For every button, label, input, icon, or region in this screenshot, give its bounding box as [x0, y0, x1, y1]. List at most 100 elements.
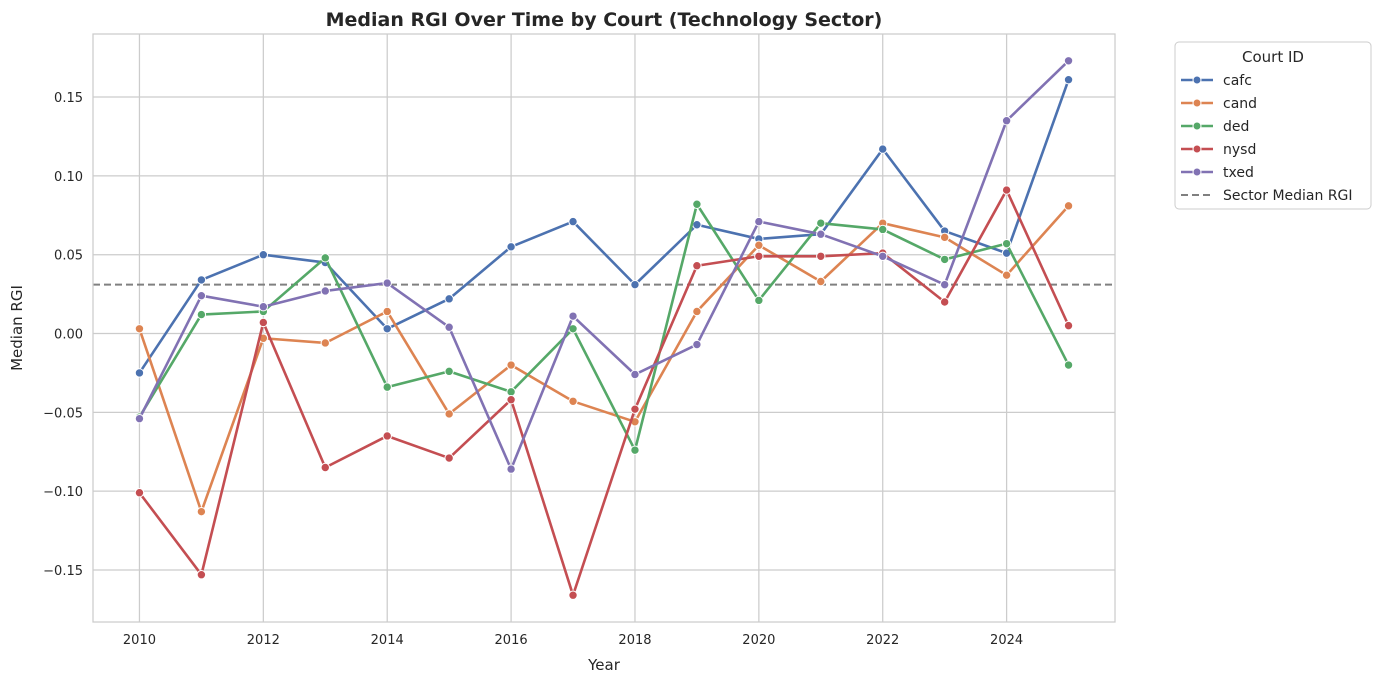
legend-label: ded — [1223, 119, 1249, 135]
x-tick-label: 2010 — [123, 633, 156, 648]
data-point-cand — [320, 338, 330, 348]
data-point-txed — [134, 413, 145, 424]
data-point-cafc — [134, 368, 145, 378]
x-tick-label: 2024 — [990, 633, 1023, 648]
y-tick-labels: −0.15 −0.10 −0.05 0.00 0.05 0.10 0.15 — [43, 91, 83, 579]
legend: Court ID cafc cand ded nysd txed Sector Media… — [1174, 41, 1372, 210]
data-point-nysd — [692, 261, 702, 271]
data-point-txed — [196, 290, 207, 301]
data-point-cafc — [444, 294, 454, 304]
legend-marker — [1192, 75, 1202, 85]
data-point-cand — [196, 506, 207, 517]
data-point-nysd — [506, 395, 516, 405]
legend-title: Court ID — [1242, 48, 1304, 66]
data-point-txed — [1001, 116, 1012, 126]
legend-label: cand — [1223, 96, 1257, 112]
data-point-ded — [692, 199, 702, 209]
data-point-cand — [444, 409, 454, 419]
series-line-cafc — [138, 79, 1070, 374]
y-tick-label: −0.05 — [43, 406, 83, 421]
series-cand — [134, 201, 1074, 517]
data-point-ded — [1001, 238, 1012, 249]
data-point-cafc — [382, 324, 392, 334]
data-point-ded — [196, 309, 207, 320]
data-point-cand — [1001, 270, 1012, 280]
data-point-cand — [1063, 201, 1074, 211]
data-point-nysd — [320, 462, 330, 473]
data-point-txed — [1063, 56, 1074, 66]
data-point-ded — [444, 366, 454, 377]
y-tick-label: 0.05 — [54, 249, 83, 264]
x-tick-label: 2014 — [371, 633, 404, 648]
data-point-txed — [444, 322, 454, 332]
data-point-cand — [816, 276, 826, 287]
x-tick-labels: 2010 2012 2014 2016 2018 2020 2022 2024 — [123, 633, 1023, 648]
data-point-cand — [568, 396, 578, 407]
legend-item-txed: txed — [1181, 165, 1254, 181]
data-point-nysd — [196, 570, 207, 580]
y-tick-label: 0.10 — [54, 170, 83, 185]
series-line-ded — [138, 202, 1070, 452]
data-point-nysd — [630, 404, 640, 414]
series-nysd — [134, 185, 1074, 600]
data-point-nysd — [568, 590, 578, 600]
series-line-txed — [138, 59, 1070, 471]
series-txed — [134, 56, 1074, 474]
data-point-nysd — [444, 453, 454, 463]
legend-label: cafc — [1223, 73, 1252, 89]
data-point-ded — [382, 382, 392, 392]
legend-label: txed — [1223, 165, 1254, 181]
legend-label: nysd — [1223, 142, 1256, 158]
x-tick-label: 2022 — [866, 633, 899, 648]
legend-marker — [1192, 144, 1202, 154]
data-point-txed — [320, 286, 330, 296]
data-point-nysd — [382, 431, 392, 441]
legend-label: Sector Median RGI — [1223, 188, 1353, 204]
data-point-cafc — [506, 242, 516, 252]
chart-title: Median RGI Over Time by Court (Technolog… — [326, 9, 883, 31]
data-point-cafc — [692, 220, 702, 230]
data-point-cand — [692, 306, 702, 317]
data-point-txed — [506, 464, 516, 474]
legend-item-nysd: nysd — [1181, 142, 1256, 158]
data-point-txed — [630, 369, 640, 380]
data-point-nysd — [1063, 320, 1074, 331]
legend-marker — [1192, 167, 1202, 177]
data-point-ded — [630, 445, 640, 455]
y-tick-label: 0.00 — [54, 328, 83, 343]
series-cafc — [134, 75, 1074, 378]
data-point-txed — [692, 339, 702, 350]
data-point-nysd — [754, 251, 764, 261]
data-point-txed — [878, 251, 888, 261]
data-point-nysd — [816, 251, 826, 261]
data-point-ded — [506, 387, 516, 397]
legend-marker — [1192, 121, 1202, 131]
data-point-cand — [134, 324, 145, 334]
series-line-nysd — [138, 188, 1070, 597]
plot-frame — [92, 33, 1116, 623]
data-point-nysd — [1001, 185, 1012, 195]
data-point-cafc — [1063, 75, 1074, 85]
legend-marker — [1192, 98, 1202, 108]
data-point-nysd — [939, 297, 950, 307]
x-tick-label: 2018 — [618, 633, 651, 648]
legend-items: cafc cand ded nysd txed Sector Median RGI — [1181, 73, 1353, 204]
data-point-cafc — [630, 279, 640, 290]
y-tick-label: −0.15 — [43, 564, 83, 579]
legend-item-cand: cand — [1181, 96, 1257, 112]
data-point-nysd — [258, 317, 269, 328]
legend-frame — [1174, 41, 1372, 210]
data-point-ded — [816, 218, 826, 228]
data-point-cand — [754, 240, 764, 250]
data-point-txed — [816, 229, 826, 239]
series-ded — [134, 199, 1074, 455]
data-point-txed — [382, 278, 392, 288]
data-point-ded — [754, 295, 764, 306]
data-point-ded — [1063, 360, 1074, 370]
y-tick-label: 0.15 — [54, 91, 83, 106]
data-point-nysd — [134, 488, 145, 498]
legend-item-cafc: cafc — [1181, 73, 1252, 89]
x-axis-label: Year — [587, 656, 621, 674]
data-point-cand — [506, 360, 516, 370]
